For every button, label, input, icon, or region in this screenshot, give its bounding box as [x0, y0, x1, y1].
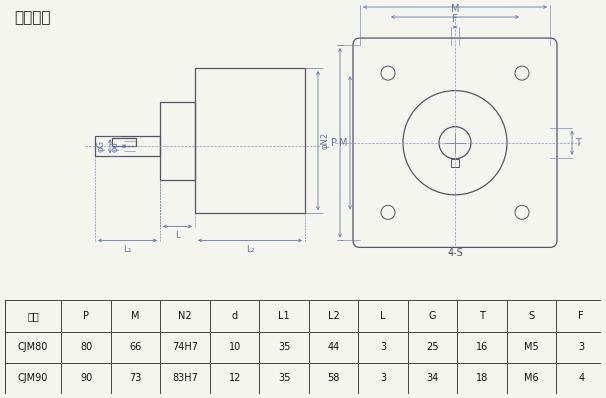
Text: 10: 10 — [228, 342, 241, 352]
Text: φN2: φN2 — [321, 132, 330, 149]
Text: 73: 73 — [130, 373, 142, 383]
Text: CJM80: CJM80 — [18, 342, 48, 352]
Text: 90: 90 — [80, 373, 92, 383]
Text: P: P — [83, 311, 89, 321]
Text: F: F — [578, 311, 584, 321]
Text: 12: 12 — [228, 373, 241, 383]
Text: S: S — [528, 311, 534, 321]
Text: T: T — [575, 138, 581, 148]
Text: 4-S: 4-S — [447, 248, 463, 258]
Text: 35: 35 — [278, 373, 290, 383]
Text: 66: 66 — [130, 342, 142, 352]
Text: L2: L2 — [328, 311, 339, 321]
Text: 44: 44 — [328, 342, 340, 352]
Text: P: P — [452, 0, 458, 2]
Text: M: M — [451, 4, 459, 14]
Text: 3: 3 — [578, 342, 584, 352]
Bar — [112, 138, 136, 146]
Text: 18: 18 — [476, 373, 488, 383]
Text: d: d — [231, 311, 238, 321]
Bar — [451, 159, 459, 167]
Text: 3: 3 — [380, 342, 386, 352]
Text: 74H7: 74H7 — [172, 342, 198, 352]
Text: L₂: L₂ — [245, 246, 255, 254]
Text: 58: 58 — [327, 373, 340, 383]
Text: 35: 35 — [278, 342, 290, 352]
Bar — [195, 68, 305, 213]
Text: 34: 34 — [427, 373, 439, 383]
Bar — [160, 102, 195, 180]
Text: L: L — [381, 311, 386, 321]
Bar — [95, 136, 160, 156]
Text: φd: φd — [111, 141, 120, 152]
Text: M6: M6 — [524, 373, 539, 383]
Text: 80: 80 — [80, 342, 92, 352]
Text: M: M — [339, 138, 347, 148]
Text: 3: 3 — [380, 373, 386, 383]
Text: F: F — [452, 14, 458, 24]
Text: 减速装置: 减速装置 — [14, 10, 50, 25]
Text: N2: N2 — [178, 311, 192, 321]
Text: φG: φG — [97, 140, 106, 152]
Text: T: T — [479, 311, 485, 321]
Text: P: P — [331, 138, 337, 148]
Text: 83H7: 83H7 — [172, 373, 198, 383]
Text: 16: 16 — [476, 342, 488, 352]
Text: L₁: L₁ — [123, 246, 132, 254]
Text: G: G — [429, 311, 436, 321]
Text: 25: 25 — [427, 342, 439, 352]
Text: L1: L1 — [278, 311, 290, 321]
Text: CJM90: CJM90 — [18, 373, 48, 383]
Text: 4: 4 — [578, 373, 584, 383]
Text: 型号: 型号 — [27, 311, 39, 321]
Text: M: M — [132, 311, 140, 321]
Text: L: L — [175, 231, 180, 240]
Text: M5: M5 — [524, 342, 539, 352]
